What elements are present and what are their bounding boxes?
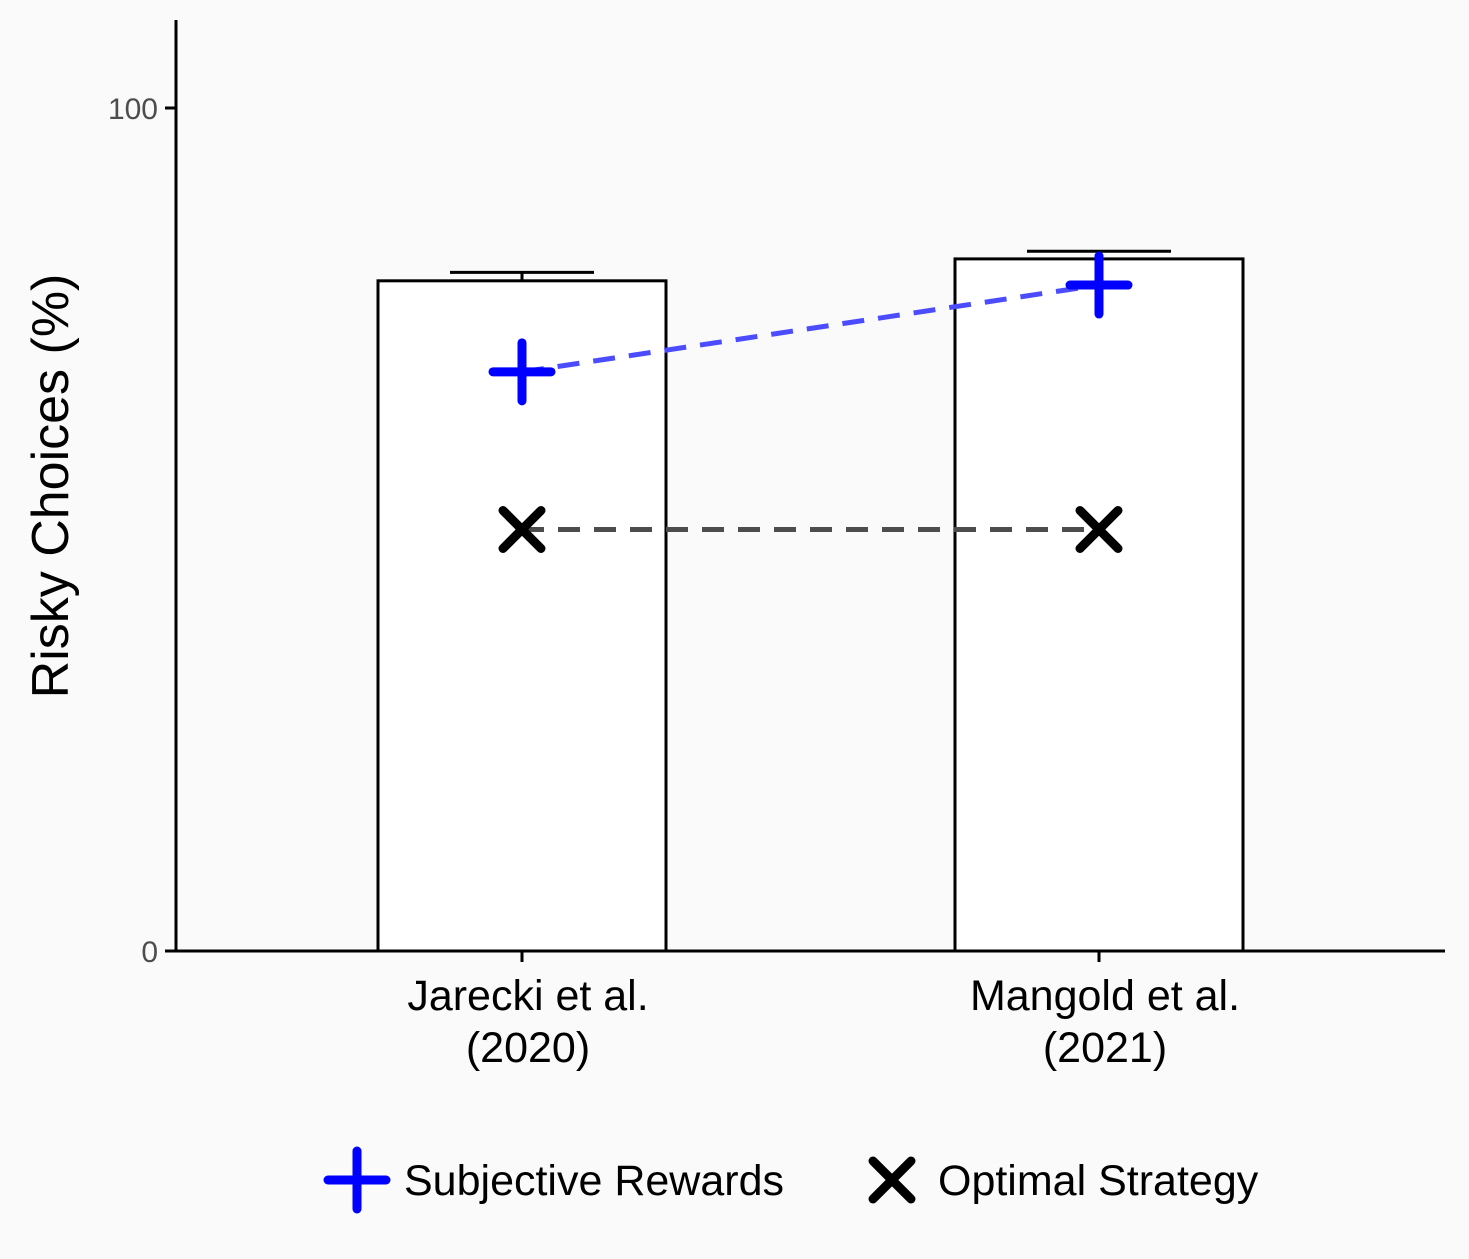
marker-x-1-b [1075, 506, 1123, 553]
marker-x-0 [498, 506, 546, 553]
x-tick-label-0: Jarecki et al. (2020) [407, 972, 648, 1072]
axes [174, 20, 1445, 953]
y-tick-label-0: 0 [141, 936, 158, 969]
x-tick-label-line: (2020) [466, 1024, 590, 1072]
marker-x-0-b [498, 506, 546, 553]
legend-label-1: Optimal Strategy [938, 1157, 1259, 1205]
markers [488, 251, 1133, 553]
bar-1 [953, 257, 1245, 953]
legend-key-x-b [868, 1156, 916, 1204]
marker-plus-1 [1065, 251, 1133, 319]
series-lines [521, 282, 1100, 532]
marker-plus-0 [488, 338, 556, 406]
x-tick-label-1: Mangold et al. (2021) [970, 972, 1240, 1072]
series-line-0 [521, 282, 1100, 375]
y-ticks: 0 100 [108, 93, 176, 969]
x-tick-label-line: Jarecki et al. [407, 972, 648, 1020]
legend-key-x [868, 1156, 916, 1204]
marker-x-1 [1075, 506, 1123, 553]
legend-label-0: Subjective Rewards [404, 1157, 784, 1205]
y-axis-title: Risky Choices (%) [22, 274, 80, 699]
legend-key-plus [323, 1146, 391, 1214]
y-tick-label-100: 100 [108, 93, 158, 126]
x-ticks: Jarecki et al. (2020) Mangold et al. (2021) [407, 951, 1240, 1072]
bars [376, 249, 1245, 953]
legend: Subjective Rewards Optimal Strategy [323, 1146, 1259, 1214]
x-tick-label-line: Mangold et al. [970, 972, 1240, 1020]
x-tick-label-line: (2021) [1043, 1024, 1167, 1072]
